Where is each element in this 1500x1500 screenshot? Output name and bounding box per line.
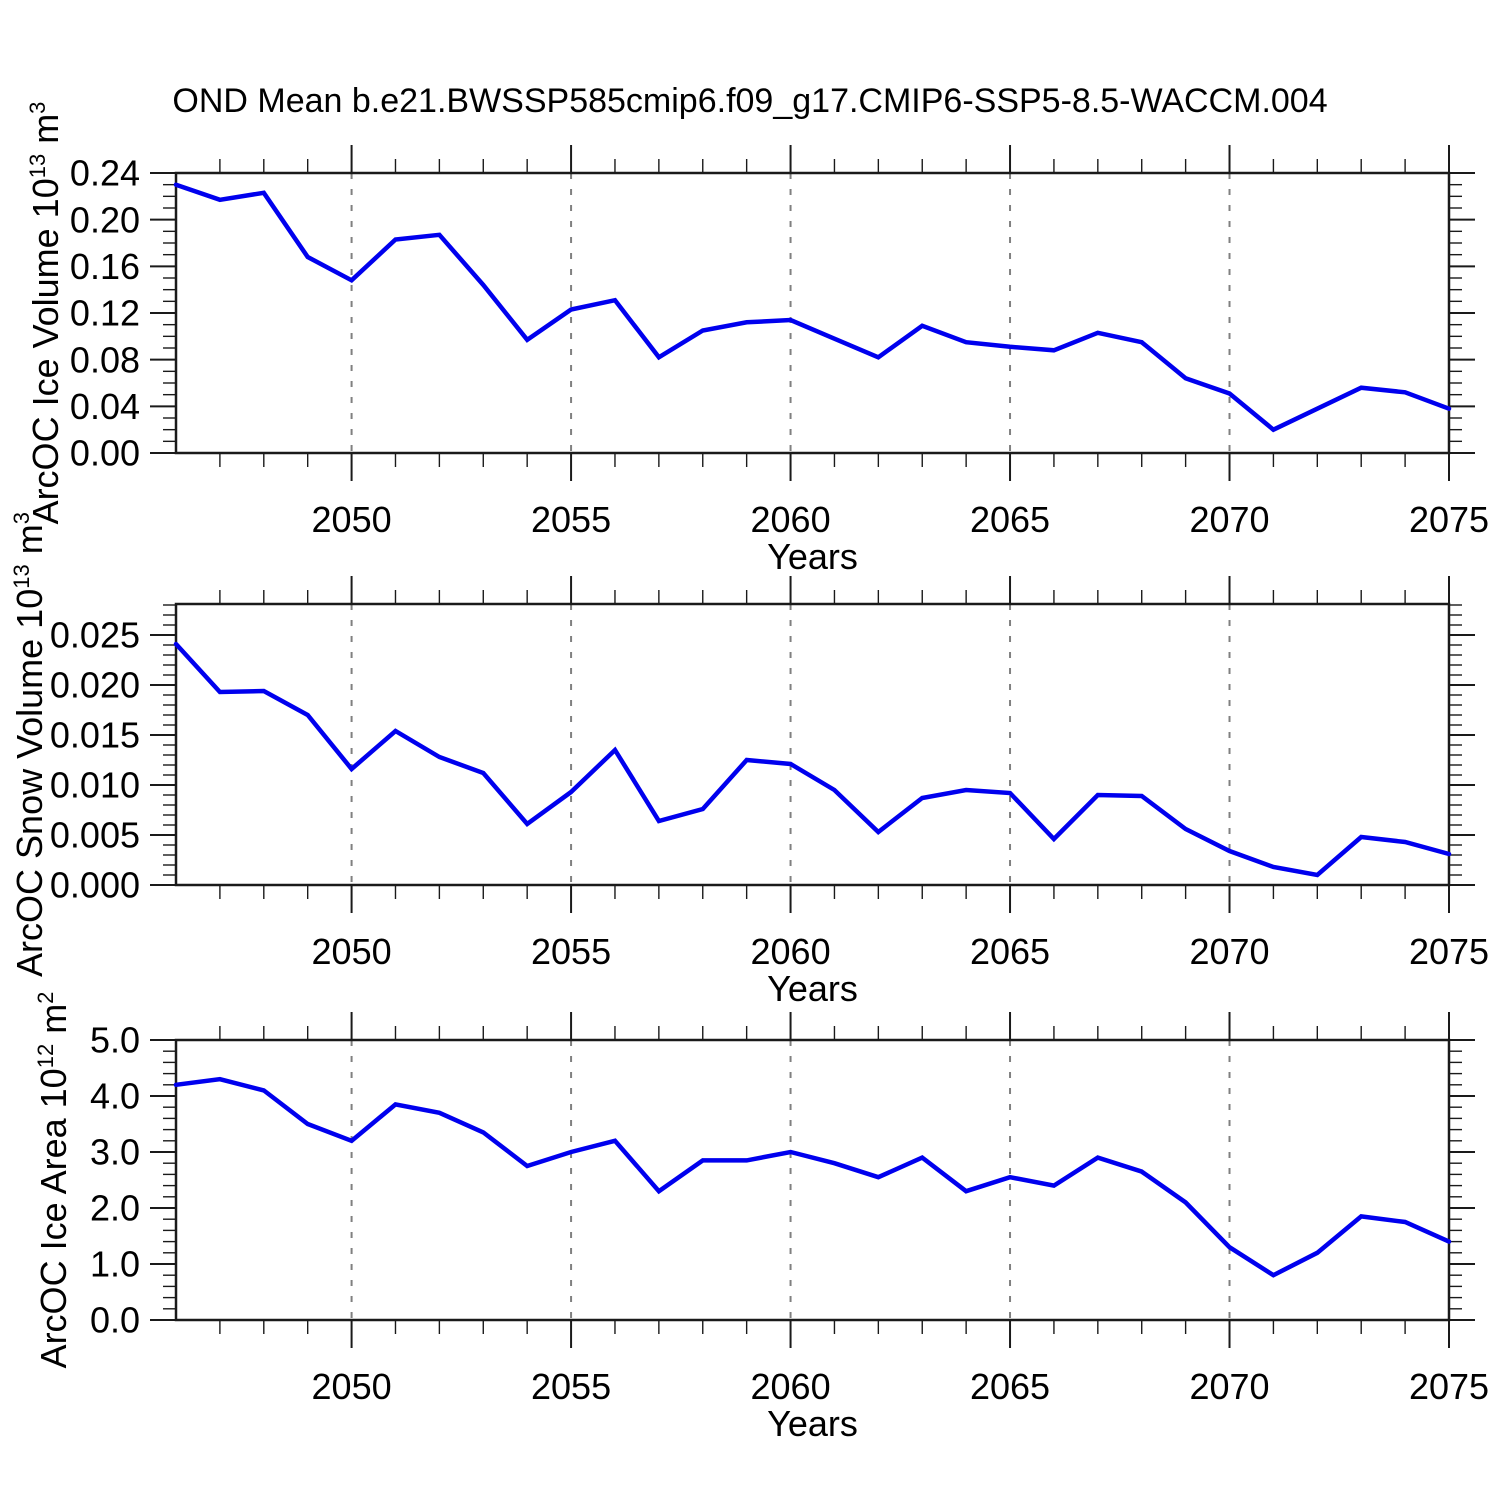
snow-volume-series-line [173, 641, 1452, 878]
x-tick-label: 2065 [970, 499, 1050, 540]
y-axis-title: ArcOC Snow Volume 1013 m3 [9, 512, 50, 977]
x-tick-label: 2055 [531, 931, 611, 972]
x-tick-label: 2055 [531, 499, 611, 540]
x-tick-label: 2065 [970, 931, 1050, 972]
y-tick-label: 0.00 [70, 433, 140, 474]
y-tick-label: 2.0 [90, 1188, 140, 1229]
y-tick-label: 0.12 [70, 293, 140, 334]
x-tick-label: 2070 [1189, 1366, 1269, 1407]
y-tick-label: 4.0 [90, 1076, 140, 1117]
x-tick-label: 2070 [1189, 499, 1269, 540]
ice-volume-series-line [173, 182, 1452, 433]
panel-snow-volume: 2050 2055 2060 2065 2070 2075 0.000 0.005 0.010 0… [9, 512, 1489, 1009]
y-axis-title: ArcOC Ice Area 1012 m2 [33, 992, 74, 1369]
x-tick-label: 2050 [312, 931, 392, 972]
y-tick-label: 0.08 [70, 339, 140, 380]
x-tick-label: 2075 [1409, 931, 1489, 972]
plot-frame [174, 1038, 1451, 1322]
y-tick-label: 0.20 [70, 199, 140, 240]
y-tick-label: 0.025 [50, 615, 140, 656]
chart-root: 2050 2055 2060 2065 2070 2075 0.00 0.04 0.08 0.12… [9, 102, 1489, 1444]
panel-ice-volume: 2050 2055 2060 2065 2070 2075 0.00 0.04 0.08 0.12… [25, 102, 1489, 577]
y-tick-label: 0.020 [50, 665, 140, 706]
x-tick-label: 2060 [751, 499, 831, 540]
y-tick-label: 0.04 [70, 386, 140, 427]
x-tick-label: 2060 [751, 931, 831, 972]
x-tick-label: 2060 [751, 1366, 831, 1407]
x-tick-label: 2065 [970, 1366, 1050, 1407]
x-tick-label: 2075 [1409, 1366, 1489, 1407]
x-axis-title: Years [767, 536, 858, 577]
y-tick-label: 0.010 [50, 765, 140, 806]
x-axis-title: Years [767, 1403, 858, 1444]
ice-area-series-line [173, 1076, 1452, 1278]
x-tick-label: 2050 [312, 1366, 392, 1407]
y-tick-label: 0.0 [90, 1300, 140, 1341]
plot-frame [174, 171, 1451, 455]
plot-frame [174, 602, 1451, 887]
y-tick-label: 0.000 [50, 865, 140, 906]
y-tick-label: 0.24 [70, 153, 140, 194]
y-tick-label: 0.015 [50, 715, 140, 756]
y-axis-title: ArcOC Ice Volume 1013 m3 [25, 102, 66, 525]
panel-ice-area: 2050 2055 2060 2065 2070 2075 0.0 1.0 2.0 3.0 4.0 5… [33, 992, 1489, 1444]
y-tick-label: 5.0 [90, 1020, 140, 1061]
y-tick-label: 3.0 [90, 1132, 140, 1173]
y-tick-label: 1.0 [90, 1244, 140, 1285]
y-tick-label: 0.16 [70, 246, 140, 287]
chart-title: OND Mean b.e21.BWSSP585cmip6.f09_g17.CMI… [172, 82, 1327, 120]
x-tick-label: 2055 [531, 1366, 611, 1407]
x-axis-title: Years [767, 968, 858, 1009]
y-tick-label: 0.005 [50, 815, 140, 856]
x-tick-label: 2070 [1189, 931, 1269, 972]
x-tick-label: 2075 [1409, 499, 1489, 540]
x-tick-label: 2050 [312, 499, 392, 540]
